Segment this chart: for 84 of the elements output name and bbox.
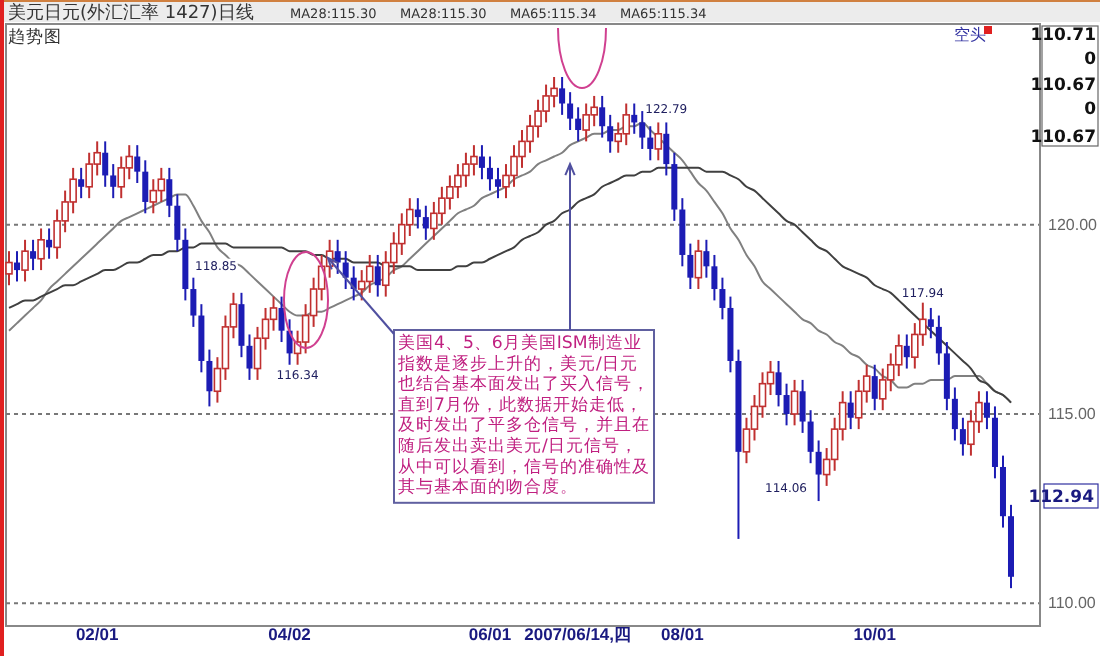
annotation: 空头	[954, 26, 986, 44]
candlestick	[631, 102, 638, 135]
candlestick	[854, 378, 863, 431]
candlestick	[871, 363, 878, 412]
candlestick	[21, 238, 29, 283]
candlestick	[102, 140, 109, 188]
candlestick	[663, 121, 670, 177]
candlestick	[486, 155, 493, 192]
chart-subtitle: 趋势图	[8, 26, 62, 48]
text: 112.94	[1028, 488, 1095, 508]
text: 110.67	[1030, 76, 1097, 96]
candlestick	[847, 390, 854, 431]
candlestick	[687, 242, 694, 291]
candlestick	[494, 166, 501, 200]
chart-title: 美元日元(外汇汇率 1427)日线	[8, 2, 254, 24]
candlestick	[334, 238, 341, 275]
candlestick	[582, 102, 590, 143]
y-tick-label: 120.00	[1048, 215, 1099, 234]
x-tick-label: 08/01	[661, 624, 705, 644]
candlestick	[654, 121, 663, 162]
x-tick-label: 10/01	[853, 624, 897, 644]
candlestick	[37, 227, 45, 272]
candlestick	[775, 359, 782, 408]
candlestick	[14, 250, 21, 283]
candlestick	[478, 144, 485, 181]
candlestick	[711, 253, 718, 302]
candlestick	[647, 125, 654, 162]
y-tick-label: 115.00	[1048, 405, 1097, 424]
candlestick	[78, 166, 85, 200]
candlestick	[607, 113, 614, 154]
candlestick	[206, 348, 213, 408]
candlestick	[983, 390, 990, 431]
candlestick	[414, 197, 421, 230]
candlestick	[671, 151, 678, 222]
candlestick	[959, 416, 966, 457]
candlestick	[807, 409, 814, 465]
candlestick	[639, 110, 646, 150]
candlestick	[799, 378, 806, 434]
candlestick	[190, 276, 197, 328]
y-tick-label: 110.00	[1048, 594, 1097, 613]
annotation: 美国4、5、6月美国ISM制造业指数是逐步上升的，美元/日元也结合基本面发出了买入信号，直到7月份，此数据开始走低，及时发出了平多仓信号，并且在随后发出卖出美元/日元信号，从中可以看到，信号的准确性及其与基本面的吻合度。	[396, 332, 650, 499]
candlestick	[166, 166, 173, 219]
candlestick	[567, 91, 574, 132]
x-tick-label: 02/01	[75, 624, 119, 644]
candlestick	[575, 106, 582, 143]
candlestick	[5, 250, 13, 287]
candlestick	[342, 250, 349, 291]
candlestick	[110, 163, 117, 200]
candlestick	[903, 333, 910, 370]
x-tick-label: 06/01	[468, 624, 512, 644]
candlestick	[46, 227, 53, 260]
candlestick	[278, 295, 285, 344]
candlestick	[943, 341, 950, 412]
candlestick	[246, 333, 253, 381]
candlestick	[253, 325, 262, 381]
candlestick	[694, 238, 703, 291]
candlestick	[157, 166, 166, 203]
candlestick	[927, 306, 934, 340]
x-tick-label: 2007/06/14,四	[524, 624, 633, 644]
text: 0	[1084, 100, 1097, 120]
candlestick	[622, 102, 631, 147]
candlestick	[559, 76, 566, 116]
candlestick	[951, 386, 958, 442]
candlestick	[599, 94, 606, 139]
candlestick	[783, 382, 790, 427]
candlestick	[815, 439, 822, 503]
text: 110.71	[1030, 26, 1097, 46]
candlestick	[679, 197, 686, 268]
candlestick	[365, 253, 374, 294]
candlestick	[422, 204, 429, 241]
text: 110.67	[1030, 128, 1097, 148]
candlestick	[198, 303, 205, 374]
candlestick	[238, 291, 245, 359]
candlestick	[30, 238, 37, 272]
candlestick	[142, 159, 149, 215]
candlestick	[174, 193, 181, 253]
candlestick	[703, 238, 710, 279]
x-tick-label: 04/02	[268, 624, 312, 644]
candlestick	[790, 378, 799, 427]
candlestick	[374, 253, 381, 298]
text: 0	[1084, 50, 1097, 70]
candlestick	[134, 144, 141, 185]
candlestick	[719, 276, 726, 321]
candlestick	[935, 314, 942, 366]
